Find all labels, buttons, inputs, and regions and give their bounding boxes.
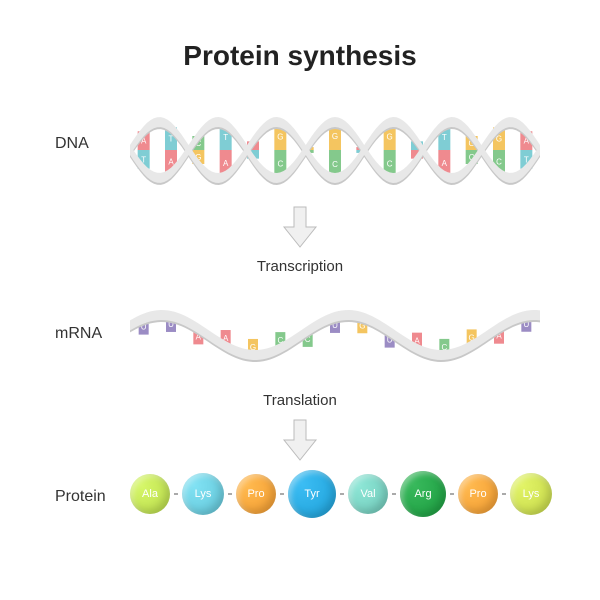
dna-base-letter: C xyxy=(277,160,283,169)
aa-connector xyxy=(340,493,344,495)
dna-label: DNA xyxy=(55,135,89,153)
aa-connector xyxy=(450,493,454,495)
dna-base-letter: C xyxy=(332,160,338,169)
amino-acid: Arg xyxy=(400,471,446,517)
transcription-label: Transcription xyxy=(0,258,600,275)
amino-acid: Pro xyxy=(236,474,276,514)
amino-acid: Tyr xyxy=(288,470,336,518)
aa-connector xyxy=(392,493,396,495)
aa-connector xyxy=(174,493,178,495)
dna-base-letter: T xyxy=(442,133,447,142)
dna-base-letter: C xyxy=(496,157,502,166)
dna-base-letter: G xyxy=(387,132,393,141)
dna-base-letter: T xyxy=(223,133,228,142)
diagram-title: Protein synthesis xyxy=(0,0,600,72)
dna-base-letter: A xyxy=(223,159,229,168)
amino-acid: Lys xyxy=(510,473,552,515)
amino-acid: Val xyxy=(348,474,388,514)
arrow-translation xyxy=(282,418,318,462)
protein-chain: Ala Lys Pro Tyr Val Arg Pro Lys xyxy=(130,470,552,518)
mrna-label: mRNA xyxy=(55,325,102,343)
amino-acid: Lys xyxy=(182,473,224,515)
dna-base-letter: A xyxy=(168,157,174,166)
protein-label: Protein xyxy=(55,488,106,506)
dna-base-letter: C xyxy=(387,160,393,169)
dna-base-letter: G xyxy=(277,132,283,141)
translation-label: Translation xyxy=(0,392,600,409)
amino-acid: Ala xyxy=(130,474,170,514)
dna-base-letter: G xyxy=(332,132,338,141)
dna-helix: ATTAGCATGCCGGCATCGGCAT xyxy=(130,110,540,190)
arrow-transcription xyxy=(282,205,318,249)
mrna-strand: UUAAGCCUGUACGAU xyxy=(130,300,540,370)
aa-connector xyxy=(280,493,284,495)
aa-connector xyxy=(228,493,232,495)
dna-base-letter: A xyxy=(442,159,448,168)
amino-acid: Pro xyxy=(458,474,498,514)
aa-connector xyxy=(502,493,506,495)
